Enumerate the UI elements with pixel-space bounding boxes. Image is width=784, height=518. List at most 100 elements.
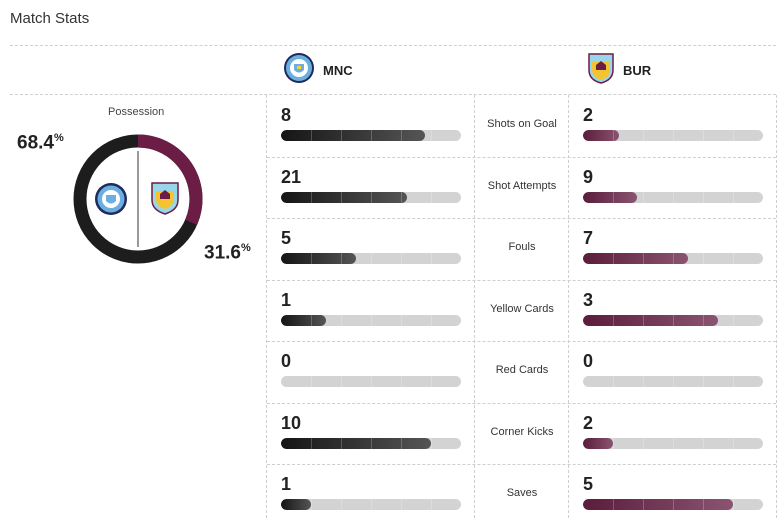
home-stat-bar-fill <box>281 191 407 203</box>
bar-segment-tick <box>613 499 614 510</box>
bar-segment-tick <box>643 314 644 326</box>
bar-segment-tick <box>371 191 372 203</box>
stat-row-divider <box>267 279 776 281</box>
home-stat-value: 10 <box>281 412 302 433</box>
bar-segment-tick <box>401 314 402 326</box>
header-divider <box>10 94 776 95</box>
bar-segment-tick <box>401 376 402 387</box>
home-stat-value: 1 <box>281 474 292 494</box>
bar-segment-tick <box>703 191 704 203</box>
bar-segment-tick <box>371 499 372 510</box>
stat-label: Shot Attempts <box>487 179 557 192</box>
away-stat-bar <box>583 437 763 449</box>
bar-segment-tick <box>401 191 402 203</box>
bar-segment-tick <box>311 376 312 387</box>
bar-segment-tick <box>341 314 342 326</box>
bar-segment-tick <box>613 437 614 449</box>
bar-segment-tick <box>673 437 674 449</box>
bar-segment-tick <box>431 314 432 326</box>
bar-segment-tick <box>673 191 674 203</box>
bar-segment-tick <box>673 253 674 264</box>
away-possession-pct: 31.6% <box>204 242 251 264</box>
stat-label: Yellow Cards <box>490 302 554 315</box>
bar-segment-tick <box>371 314 372 326</box>
donut-away-arc <box>137 134 203 225</box>
bar-segment-tick <box>431 191 432 203</box>
bar-segment-tick <box>703 376 704 387</box>
bar-segment-tick <box>733 499 734 510</box>
bar-segment-tick <box>733 130 734 141</box>
bar-segment-tick <box>371 376 372 387</box>
home-team-abbr: MNC <box>323 62 353 78</box>
away-stat-value: 2 <box>583 412 594 433</box>
stat-row-divider <box>267 156 776 158</box>
bar-segment-tick <box>401 437 402 449</box>
bar-segment-tick <box>643 130 644 141</box>
bar-segment-tick <box>703 499 704 510</box>
away-stat-bar-fill <box>583 253 688 264</box>
bar-segment-tick <box>311 130 312 141</box>
bar-segment-tick <box>673 499 674 510</box>
bar-segment-tick <box>643 437 644 449</box>
manchester-city-crest-icon <box>95 183 127 215</box>
possession-label: Possession <box>108 106 165 118</box>
column-divider <box>474 95 475 518</box>
home-stat-bar-fill <box>281 499 311 510</box>
bar-segment-tick <box>613 314 614 326</box>
title-divider <box>10 45 776 46</box>
bar-segment-tick <box>733 376 734 387</box>
away-stat-value: 5 <box>583 474 594 494</box>
bar-segment-tick <box>643 376 644 387</box>
bar-segment-tick <box>643 253 644 264</box>
away-stat-value: 9 <box>583 166 594 187</box>
column-divider <box>568 95 569 518</box>
bar-segment-tick <box>401 253 402 264</box>
home-possession-pct: 68.4% <box>17 132 64 154</box>
home-stat-value: 0 <box>281 351 292 371</box>
bar-segment-tick <box>613 191 614 203</box>
bar-segment-tick <box>341 499 342 510</box>
stat-label: Fouls <box>508 241 536 253</box>
away-stat-bar <box>583 499 763 510</box>
home-stat-bar <box>281 376 461 387</box>
bar-segment-tick <box>401 130 402 141</box>
away-stat-bar <box>583 130 763 141</box>
bar-segment-tick <box>311 253 312 264</box>
bar-segment-tick <box>703 253 704 264</box>
manchester-city-crest-icon <box>283 52 315 89</box>
bar-segment-tick <box>613 376 614 387</box>
home-stat-bar <box>281 314 461 326</box>
bar-segment-tick <box>703 130 704 141</box>
away-stat-bar-fill <box>583 314 718 326</box>
home-stat-bar <box>281 437 461 449</box>
bar-segment-tick <box>431 253 432 264</box>
away-stat-bar <box>583 253 763 264</box>
away-stat-bar <box>583 376 763 387</box>
page-title: Match Stats <box>10 10 90 27</box>
bar-segment-tick <box>643 191 644 203</box>
column-divider <box>776 95 777 518</box>
bar-segment-tick <box>431 499 432 510</box>
away-stat-value: 0 <box>583 351 594 371</box>
away-team-header: BUR <box>587 52 652 86</box>
stat-label: Shots on Goal <box>487 118 557 130</box>
bar-segment-tick <box>341 437 342 449</box>
column-divider <box>266 95 267 518</box>
home-stat-value: 1 <box>281 289 292 310</box>
bar-segment-tick <box>341 130 342 141</box>
bar-segment-tick <box>341 253 342 264</box>
bar-segment-tick <box>673 314 674 326</box>
bar-segment-tick <box>703 314 704 326</box>
bar-segment-tick <box>371 437 372 449</box>
home-stat-value: 21 <box>281 166 302 187</box>
away-stat-value: 7 <box>583 228 594 248</box>
bar-segment-tick <box>431 437 432 449</box>
bar-segment-tick <box>311 437 312 449</box>
bar-segment-tick <box>703 437 704 449</box>
stat-label: Saves <box>506 487 538 499</box>
stat-row-divider <box>267 218 776 219</box>
away-team-abbr: BUR <box>623 62 652 78</box>
bar-segment-tick <box>311 191 312 203</box>
home-stat-bar <box>281 253 461 264</box>
away-stat-bar <box>583 191 763 203</box>
